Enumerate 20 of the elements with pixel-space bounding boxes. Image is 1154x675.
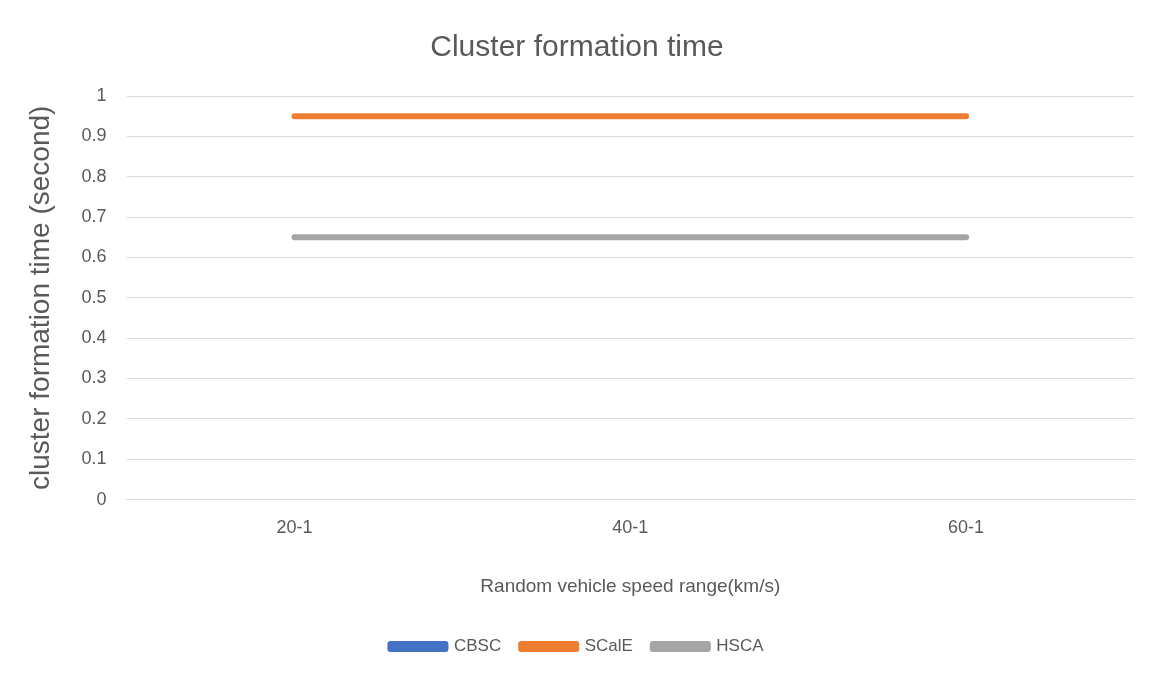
legend-label: HSCA (716, 636, 765, 656)
x-axis-title: Random vehicle speed range(km/s) (480, 574, 781, 596)
y-tick-label: 0.5 (81, 286, 107, 307)
y-tick-label: 0.7 (81, 206, 107, 227)
legend-label: CBSC (453, 636, 502, 656)
y-tick-label: 0.9 (81, 125, 107, 146)
y-tick-label: 0.6 (81, 246, 107, 267)
y-tick-label: 0.3 (81, 367, 107, 388)
y-tick-label: 1 (96, 84, 107, 105)
legend-label: SCalE (584, 636, 633, 656)
x-tick-label: 40-1 (612, 517, 649, 538)
y-tick-label: 0.2 (81, 407, 107, 428)
y-tick-label: 0.4 (81, 327, 107, 348)
y-tick-label: 0.8 (81, 165, 107, 186)
y-tick-label: 0.1 (81, 448, 107, 469)
chart-title: Cluster formation time (430, 29, 724, 63)
y-axis-title: cluster formation time (second) (23, 105, 55, 490)
x-tick-label: 60-1 (948, 517, 985, 538)
y-tick-label: 0 (96, 488, 107, 509)
x-tick-label: 20-1 (276, 517, 313, 538)
